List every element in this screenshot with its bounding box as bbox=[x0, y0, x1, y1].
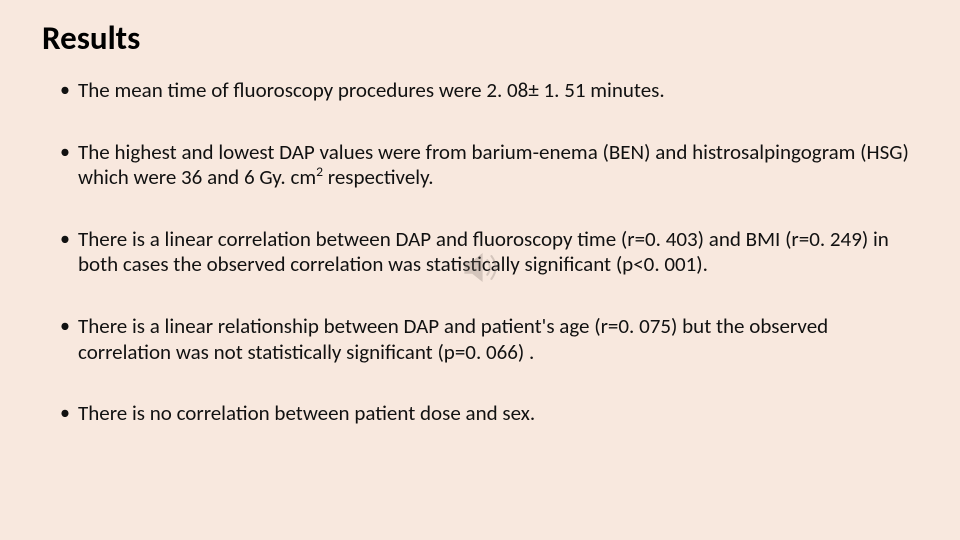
list-item: The highest and lowest DAP values were f… bbox=[60, 140, 918, 191]
slide: Results The mean time of fluoroscopy pro… bbox=[0, 0, 960, 540]
list-item: There is a linear relationship between D… bbox=[60, 314, 918, 365]
list-item: There is no correlation between patient … bbox=[60, 401, 918, 427]
bullet-list: The mean time of fluoroscopy procedures … bbox=[42, 78, 918, 427]
slide-title: Results bbox=[42, 18, 918, 58]
list-item: The mean time of fluoroscopy procedures … bbox=[60, 78, 918, 104]
list-item: There is a linear correlation between DA… bbox=[60, 227, 918, 278]
